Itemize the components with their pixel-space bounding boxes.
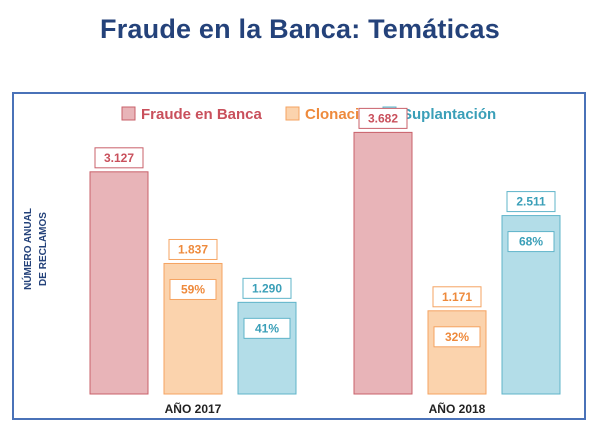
legend-label-fraude-en-banca: Fraude en Banca [141, 106, 263, 123]
data-label-value: 1.171 [442, 290, 472, 304]
legend-swatch-fraude-en-banca [121, 106, 136, 121]
data-label-value: 3.127 [104, 151, 134, 165]
percent-label-box [243, 317, 291, 339]
data-label-value: 3.682 [368, 111, 398, 125]
data-label-value: 1.290 [252, 281, 282, 295]
data-label-box [242, 277, 292, 299]
y-axis-label-line: NÚMERO ANUAL [21, 208, 34, 290]
legend-label-suplantacion: Suplantación [402, 106, 496, 123]
y-axis-label: NÚMERO ANUAL DE RECLAMOS [21, 208, 49, 290]
data-label-box [358, 107, 408, 129]
data-label-percent: 41% [255, 321, 279, 335]
x-axis-category-label: AÑO 2018 [429, 401, 486, 416]
bar-clonacion-ano-2018 [427, 310, 487, 395]
data-label-percent: 68% [519, 235, 543, 249]
y-axis-label-line: DE RECLAMOS [38, 212, 49, 286]
data-label-box [506, 191, 556, 213]
chart-frame: Fraude en Banca Clonación Suplantación NÚME… [12, 92, 586, 420]
data-label-box [432, 286, 482, 308]
data-label-percent: 59% [181, 282, 205, 296]
data-label-value: 2.511 [516, 195, 546, 209]
page-title: Fraude en la Banca: Temáticas [100, 14, 500, 44]
percent-label-box [507, 231, 555, 253]
bar-chart: Fraude en Banca Clonación SuplantaciónNÚME… [21, 106, 561, 416]
bar-suplantacion-ano-2017 [237, 301, 297, 395]
legend-swatch-clonacion [285, 106, 300, 121]
x-axis-category-label: AÑO 2017 [165, 401, 222, 416]
bar-fraude-en-banca-ano-2018 [353, 131, 413, 395]
percent-label-box [433, 326, 481, 348]
data-label-percent: 32% [445, 330, 469, 344]
data-label-box [94, 147, 144, 169]
data-label-value: 1.837 [178, 242, 208, 256]
bar-fraude-en-banca-ano-2017 [89, 171, 149, 395]
data-label-box [168, 238, 218, 260]
percent-label-box [169, 278, 217, 300]
